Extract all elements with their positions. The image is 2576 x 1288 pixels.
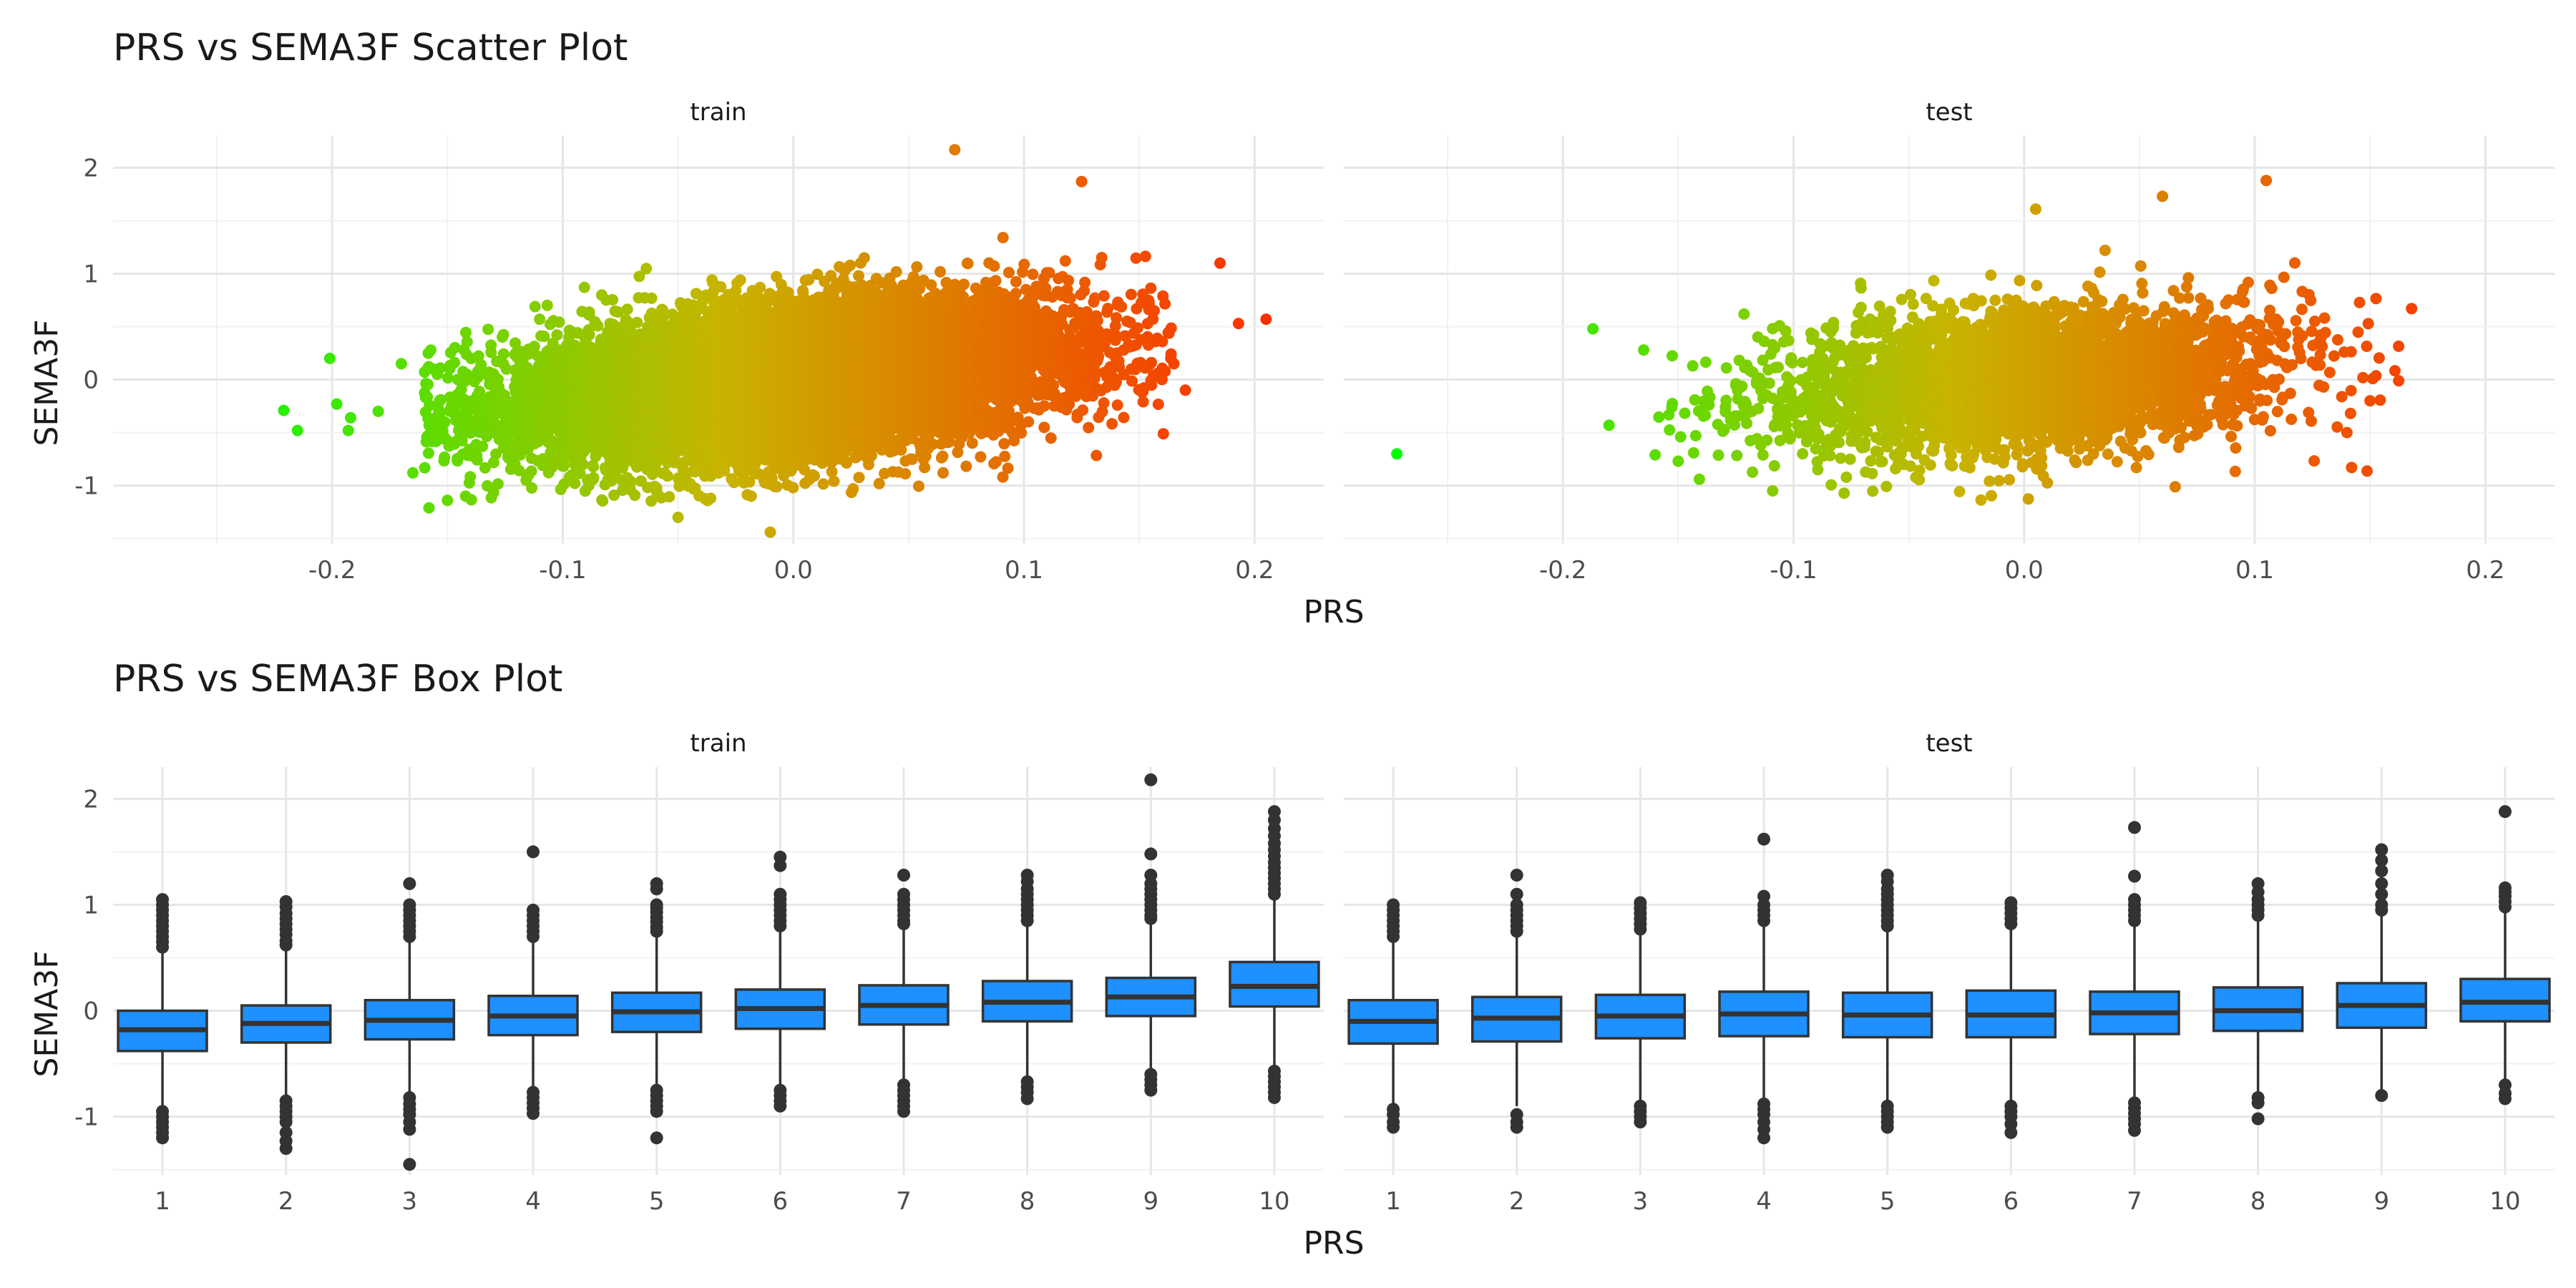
scatter-point: [439, 451, 451, 463]
scatter-point: [425, 344, 436, 356]
scatter-point: [631, 316, 643, 328]
scatter-point: [578, 281, 590, 293]
box-plot-title: PRS vs SEMA3F Box Plot: [113, 658, 562, 701]
scatter-point: [529, 301, 541, 313]
scatter-point: [422, 447, 434, 459]
box-strip-test: test: [1926, 729, 1972, 758]
scatter-point: [557, 460, 570, 472]
scatter-strip-train: train: [690, 98, 746, 127]
box-x-axis-label: PRS: [1303, 1225, 1364, 1262]
scatter-point: [583, 328, 595, 341]
scatter-point: [424, 399, 436, 411]
scatter-point: [553, 316, 565, 328]
scatter-point: [526, 482, 538, 494]
scatter-strip-test: test: [1926, 98, 1972, 127]
scatter-point: [435, 394, 447, 406]
scatter-x-tick-label: 0.0: [774, 556, 813, 585]
scatter-point: [577, 459, 589, 471]
scatter-point: [465, 494, 477, 506]
scatter-point: [528, 341, 540, 353]
box-strip-train: train: [690, 729, 746, 758]
scatter-point: [485, 339, 497, 351]
scatter-point: [461, 336, 473, 348]
scatter-point: [500, 363, 512, 375]
scatter-point: [460, 326, 472, 338]
scatter-point: [525, 465, 537, 477]
scatter-x-tick-label: 0.1: [1005, 556, 1043, 585]
scatter-point: [464, 471, 477, 483]
scatter-point: [629, 489, 641, 502]
scatter-point: [587, 472, 600, 484]
scatter-point: [474, 386, 485, 397]
scatter-point: [464, 414, 477, 426]
scatter-point: [492, 478, 504, 490]
scatter-point: [439, 416, 451, 428]
scatter-point: [587, 461, 600, 473]
scatter-point: [482, 323, 494, 336]
scatter-point: [661, 470, 673, 482]
scatter-point: [534, 313, 546, 326]
scatter-point: [509, 337, 521, 349]
scatter-y-tick-label: 1: [83, 260, 99, 288]
scatter-point: [597, 495, 609, 507]
scatter-point: [475, 358, 487, 371]
scatter-point: [551, 329, 563, 341]
scatter-point: [479, 462, 491, 474]
scatter-point: [625, 476, 637, 488]
scatter-x-axis-label: PRS: [1303, 594, 1364, 630]
scatter-point: [471, 454, 483, 466]
scatter-point: [541, 299, 553, 311]
scatter-point: [705, 492, 717, 504]
scatter-point: [640, 263, 653, 275]
scatter-point: [456, 435, 468, 447]
scatter-point: [449, 341, 461, 353]
scatter-x-tick-label: -0.2: [308, 556, 356, 585]
scatter-point: [442, 372, 454, 384]
scatter-point: [422, 379, 434, 391]
scatter-point: [621, 303, 633, 316]
scatter-point: [583, 306, 595, 318]
scatter-point: [663, 491, 675, 503]
scatter-point: [607, 293, 618, 306]
scatter-x-tick-label: -0.1: [539, 556, 586, 585]
scatter-point: [497, 328, 509, 341]
box-y-axis-label: SEMA3F: [29, 950, 65, 1077]
scatter-y-tick-label: 2: [83, 154, 99, 182]
scatter-panel-train: -0.2 -0.1 0.0 0.1 0.2 -1 0 1 2: [74, 136, 1324, 585]
scatter-y-tick-label: 0: [83, 366, 99, 395]
scatter-point: [419, 462, 431, 474]
scatter-y-tick-label: -1: [74, 472, 99, 501]
scatter-point: [472, 350, 484, 362]
scatter-point: [592, 320, 604, 332]
scatter-point: [645, 292, 658, 304]
scatter-plot-title: PRS vs SEMA3F Scatter Plot: [113, 26, 628, 69]
scatter-x-tick-label: 0.2: [1235, 556, 1274, 585]
scatter-point: [734, 274, 746, 286]
scatter-y-axis-label: SEMA3F: [29, 319, 65, 446]
scatter-point: [449, 356, 461, 369]
scatter-point: [487, 487, 499, 499]
scatter-point: [477, 440, 489, 452]
scatter-point: [569, 477, 581, 489]
scatter-point: [490, 448, 502, 460]
scatter-point: [434, 362, 447, 374]
scatter-point: [497, 348, 509, 360]
